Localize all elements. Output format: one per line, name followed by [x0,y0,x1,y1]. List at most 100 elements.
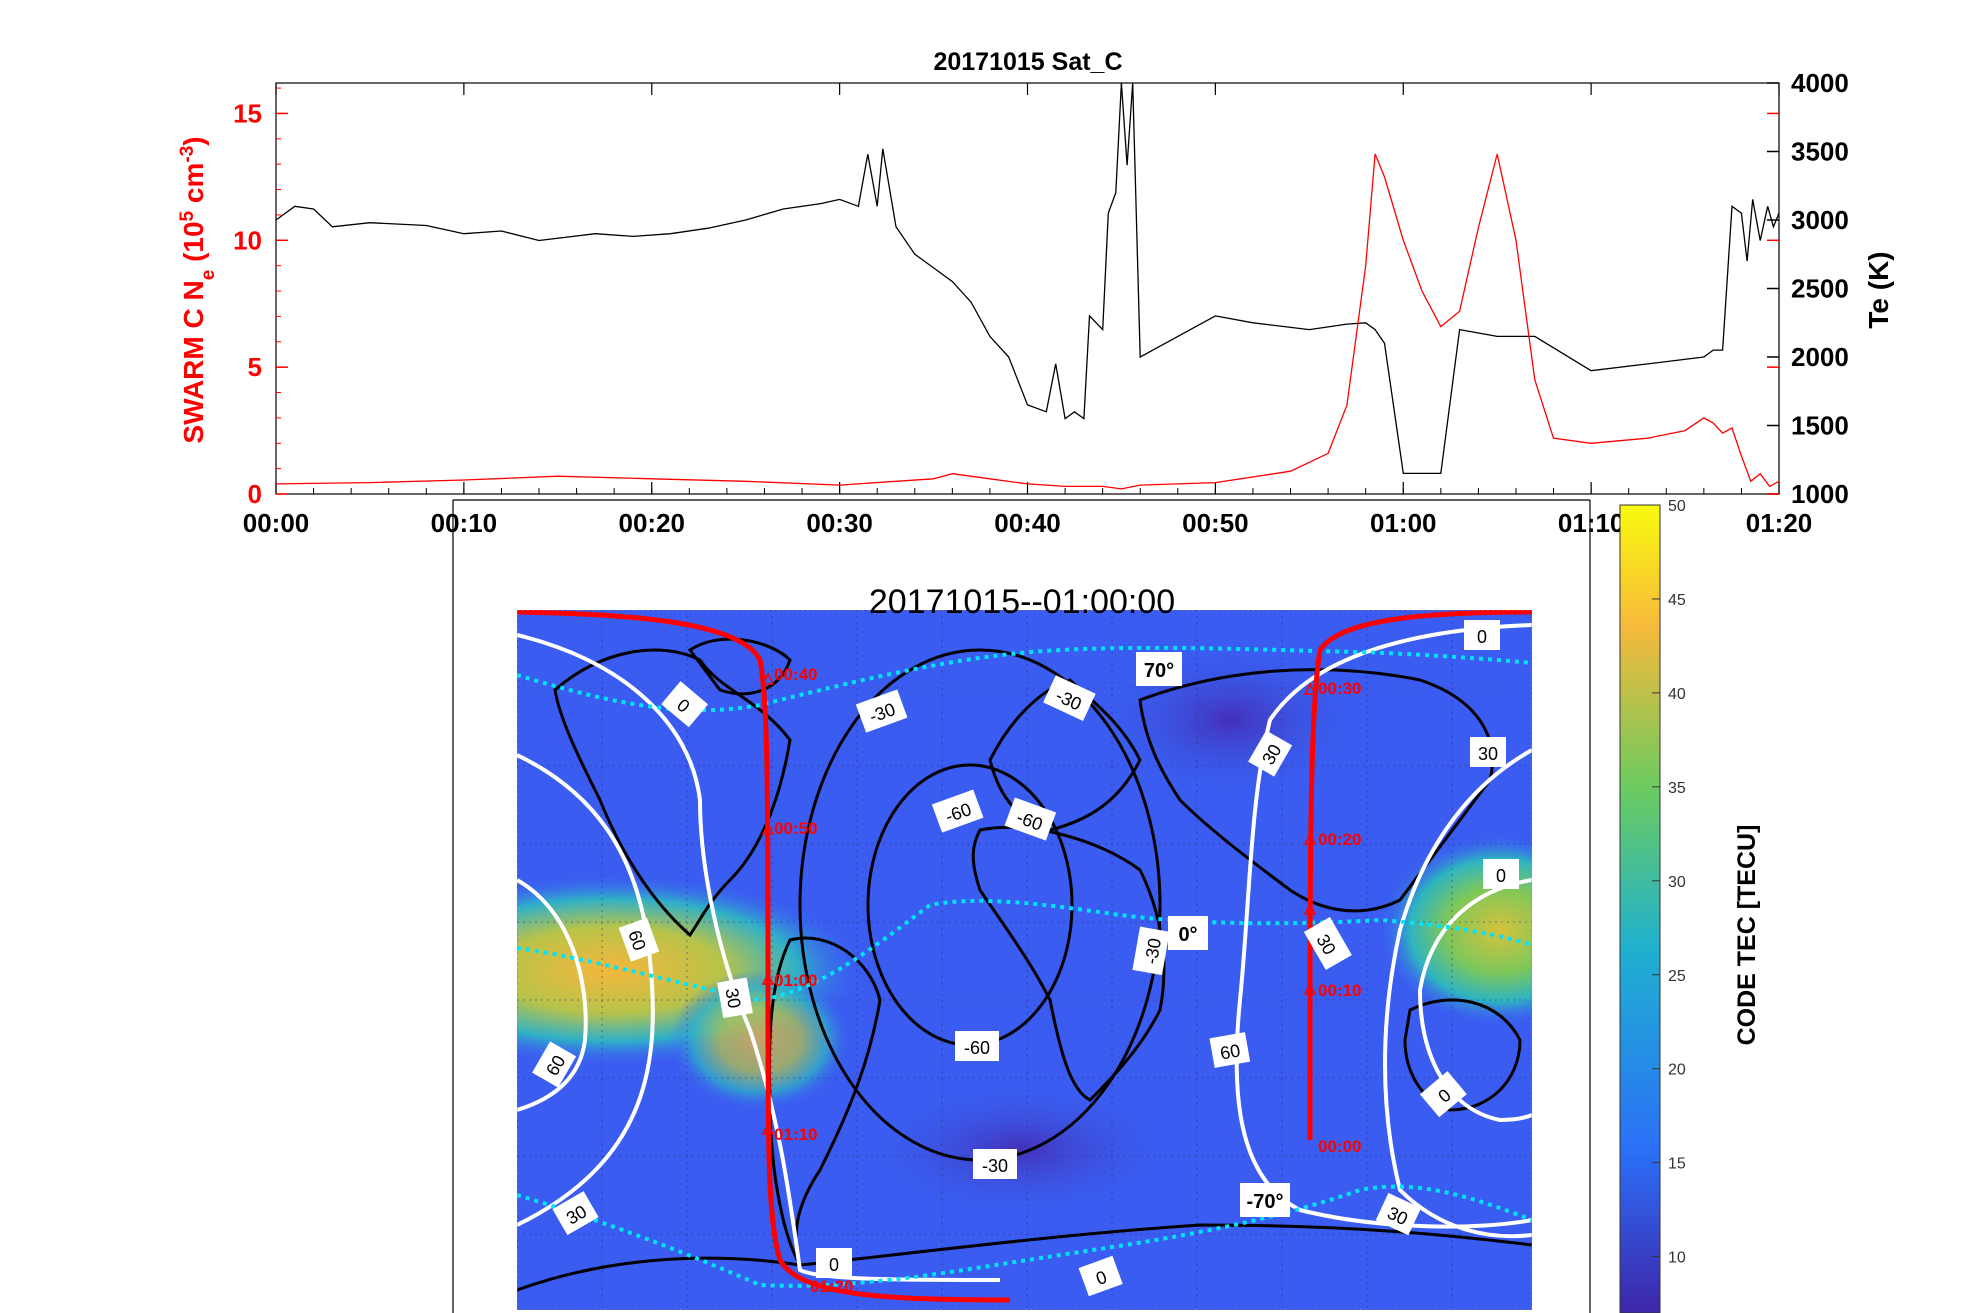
x-tick-label: 00:50 [1182,508,1249,538]
colorbar-tick-label: 15 [1668,1156,1686,1173]
contour-label: -60 [1004,797,1057,841]
contour-label: -60 [955,1031,999,1061]
y-left-tick-label: 5 [248,352,262,382]
white-contour-0-east [1234,623,1532,1229]
contour-label: 30 [1375,1192,1422,1236]
track-time-label: 00:30 [1318,679,1361,698]
y-left-tick-label: 15 [233,98,262,128]
colorbar-tick-label: 40 [1668,686,1686,703]
track-marker [1303,832,1317,845]
x-tick-label: 01:00 [1370,508,1437,538]
y-right-tick-label: 2000 [1791,342,1849,372]
contour-label: 30 [552,1191,599,1236]
colorbar-tick-label: 10 [1668,1250,1686,1267]
ne-series-line [276,153,1779,490]
track-marker [1303,682,1317,695]
track-time-label: 00:40 [774,665,817,684]
dip-line-70 [517,645,1532,713]
contour-label: 60 [1209,1032,1251,1068]
track-time-label: 00:50 [774,819,817,838]
tec-hot-region-west-south [670,970,850,1110]
x-tick-label: 01:10 [1558,508,1625,538]
y-right-tick-labels: 1000 1500 2000 2500 3000 3500 4000 [1791,68,1849,509]
x-tick-label: 00:20 [619,508,686,538]
colorbar-tick-label: 45 [1668,592,1686,609]
white-contour-60-west [517,878,588,1112]
contour-label: 0 [1419,1071,1467,1118]
contour-label: 30 [1303,916,1352,971]
satellite-track-east [1307,610,1532,1140]
svg-text:-30: -30 [1141,937,1165,966]
track-marker [761,672,775,685]
track-marker [761,822,775,835]
track-marker [1303,902,1317,915]
dip-label: -70° [1247,1191,1284,1213]
track-time-label: 01:20 [810,1277,853,1296]
colorbar-frame [1619,504,1661,1313]
y-right-tick-label: 1000 [1791,479,1849,509]
white-contour-30-east [1383,748,1532,1239]
y-left-tick-labels: 0 5 10 15 [233,98,262,509]
contour-label: -60 [931,789,984,833]
coastline-antarctica [517,1223,1532,1292]
colorbar-tick-label: 35 [1668,780,1686,797]
white-contour-30-west [517,753,655,1227]
contour-label: 0 [1483,859,1519,889]
x-tick-label: 01:20 [1746,508,1813,538]
y-left-tick-label: 0 [248,479,262,509]
contour-label: -30 [1043,675,1096,721]
coastline-africa [971,825,1166,1102]
svg-text:-60: -60 [964,1038,990,1058]
y-left-tick-label: 10 [233,225,262,255]
white-contour-60-east [1417,878,1532,1123]
tick-marks [275,82,1780,495]
y-right-tick-label: 3500 [1791,137,1849,167]
svg-text:30: 30 [1478,744,1498,764]
colorbar: 10 15 20 25 30 35 40 45 50 CODE TEC [TECU] [1619,498,1761,1313]
svg-text:0: 0 [829,1255,839,1275]
x-tick-label: 00:40 [994,508,1061,538]
y-right-tick-label: 4000 [1791,68,1849,98]
contour-label: 0 [661,681,709,728]
contour-label: -30 [855,689,908,733]
swarm-c-time-series-chart: 20171015 Sat_C 00:00 00:10 00:20 00:30 00:40… [177,48,1895,538]
contour-label: -30 [1132,926,1170,976]
x-tick-label: 00:10 [431,508,498,538]
chart-title: 20171015 Sat_C [933,48,1122,76]
contour-label: 30 [1470,737,1506,767]
svg-text:0: 0 [1477,627,1487,647]
colorbar-tick-label: 30 [1668,874,1686,891]
tec-map-panel: 20171015--01:00:00 00:40 00:50 01:00 01:… [452,498,1761,1313]
colorbar-tick-label: 20 [1668,1062,1686,1079]
tec-low-region [880,1090,1160,1210]
contour-label: 0 [1078,1255,1123,1297]
track-time-label: 00:20 [1318,830,1361,849]
track-time-labels: 00:40 00:50 01:00 01:10 01:20 00:30 00:2… [774,665,1361,1296]
coastline-australia [1403,998,1522,1112]
track-marker [761,1122,775,1135]
plot-frame [275,82,1780,495]
x-tick-label: 00:30 [806,508,873,538]
track-marker [1303,982,1317,995]
colorbar-tick-label: 50 [1668,498,1686,515]
x-tick-labels: 00:00 00:10 00:20 00:30 00:40 00:50 01:00 01:10… [243,508,1813,538]
coastlines [517,637,1532,1292]
contour-label: 0 [1464,620,1500,650]
contour-label: 60 [618,917,660,962]
colorbar-label: CODE TEC [TECU] [1733,825,1761,1046]
y-left-axis-label: SWARM C Ne (105 cm-3) [177,136,219,443]
track-time-label: 00:00 [1318,1137,1361,1156]
track-time-label: 01:00 [774,971,817,990]
dip-line-minus-70 [517,1184,1532,1288]
dip-label: 0° [1178,924,1197,946]
contour-label: 60 [532,1041,577,1088]
track-time-label: 01:10 [774,1125,817,1144]
x-tick-label: 00:00 [243,508,310,538]
dip-line-labels: 70° 0° -70° [1136,652,1290,1217]
svg-text:30: 30 [721,987,744,1010]
coastline-greenland [687,637,792,696]
y-right-tick-label: 2500 [1791,274,1849,304]
contour-label: -30 [973,1149,1017,1179]
colorbar-tick-label: 25 [1668,968,1686,985]
